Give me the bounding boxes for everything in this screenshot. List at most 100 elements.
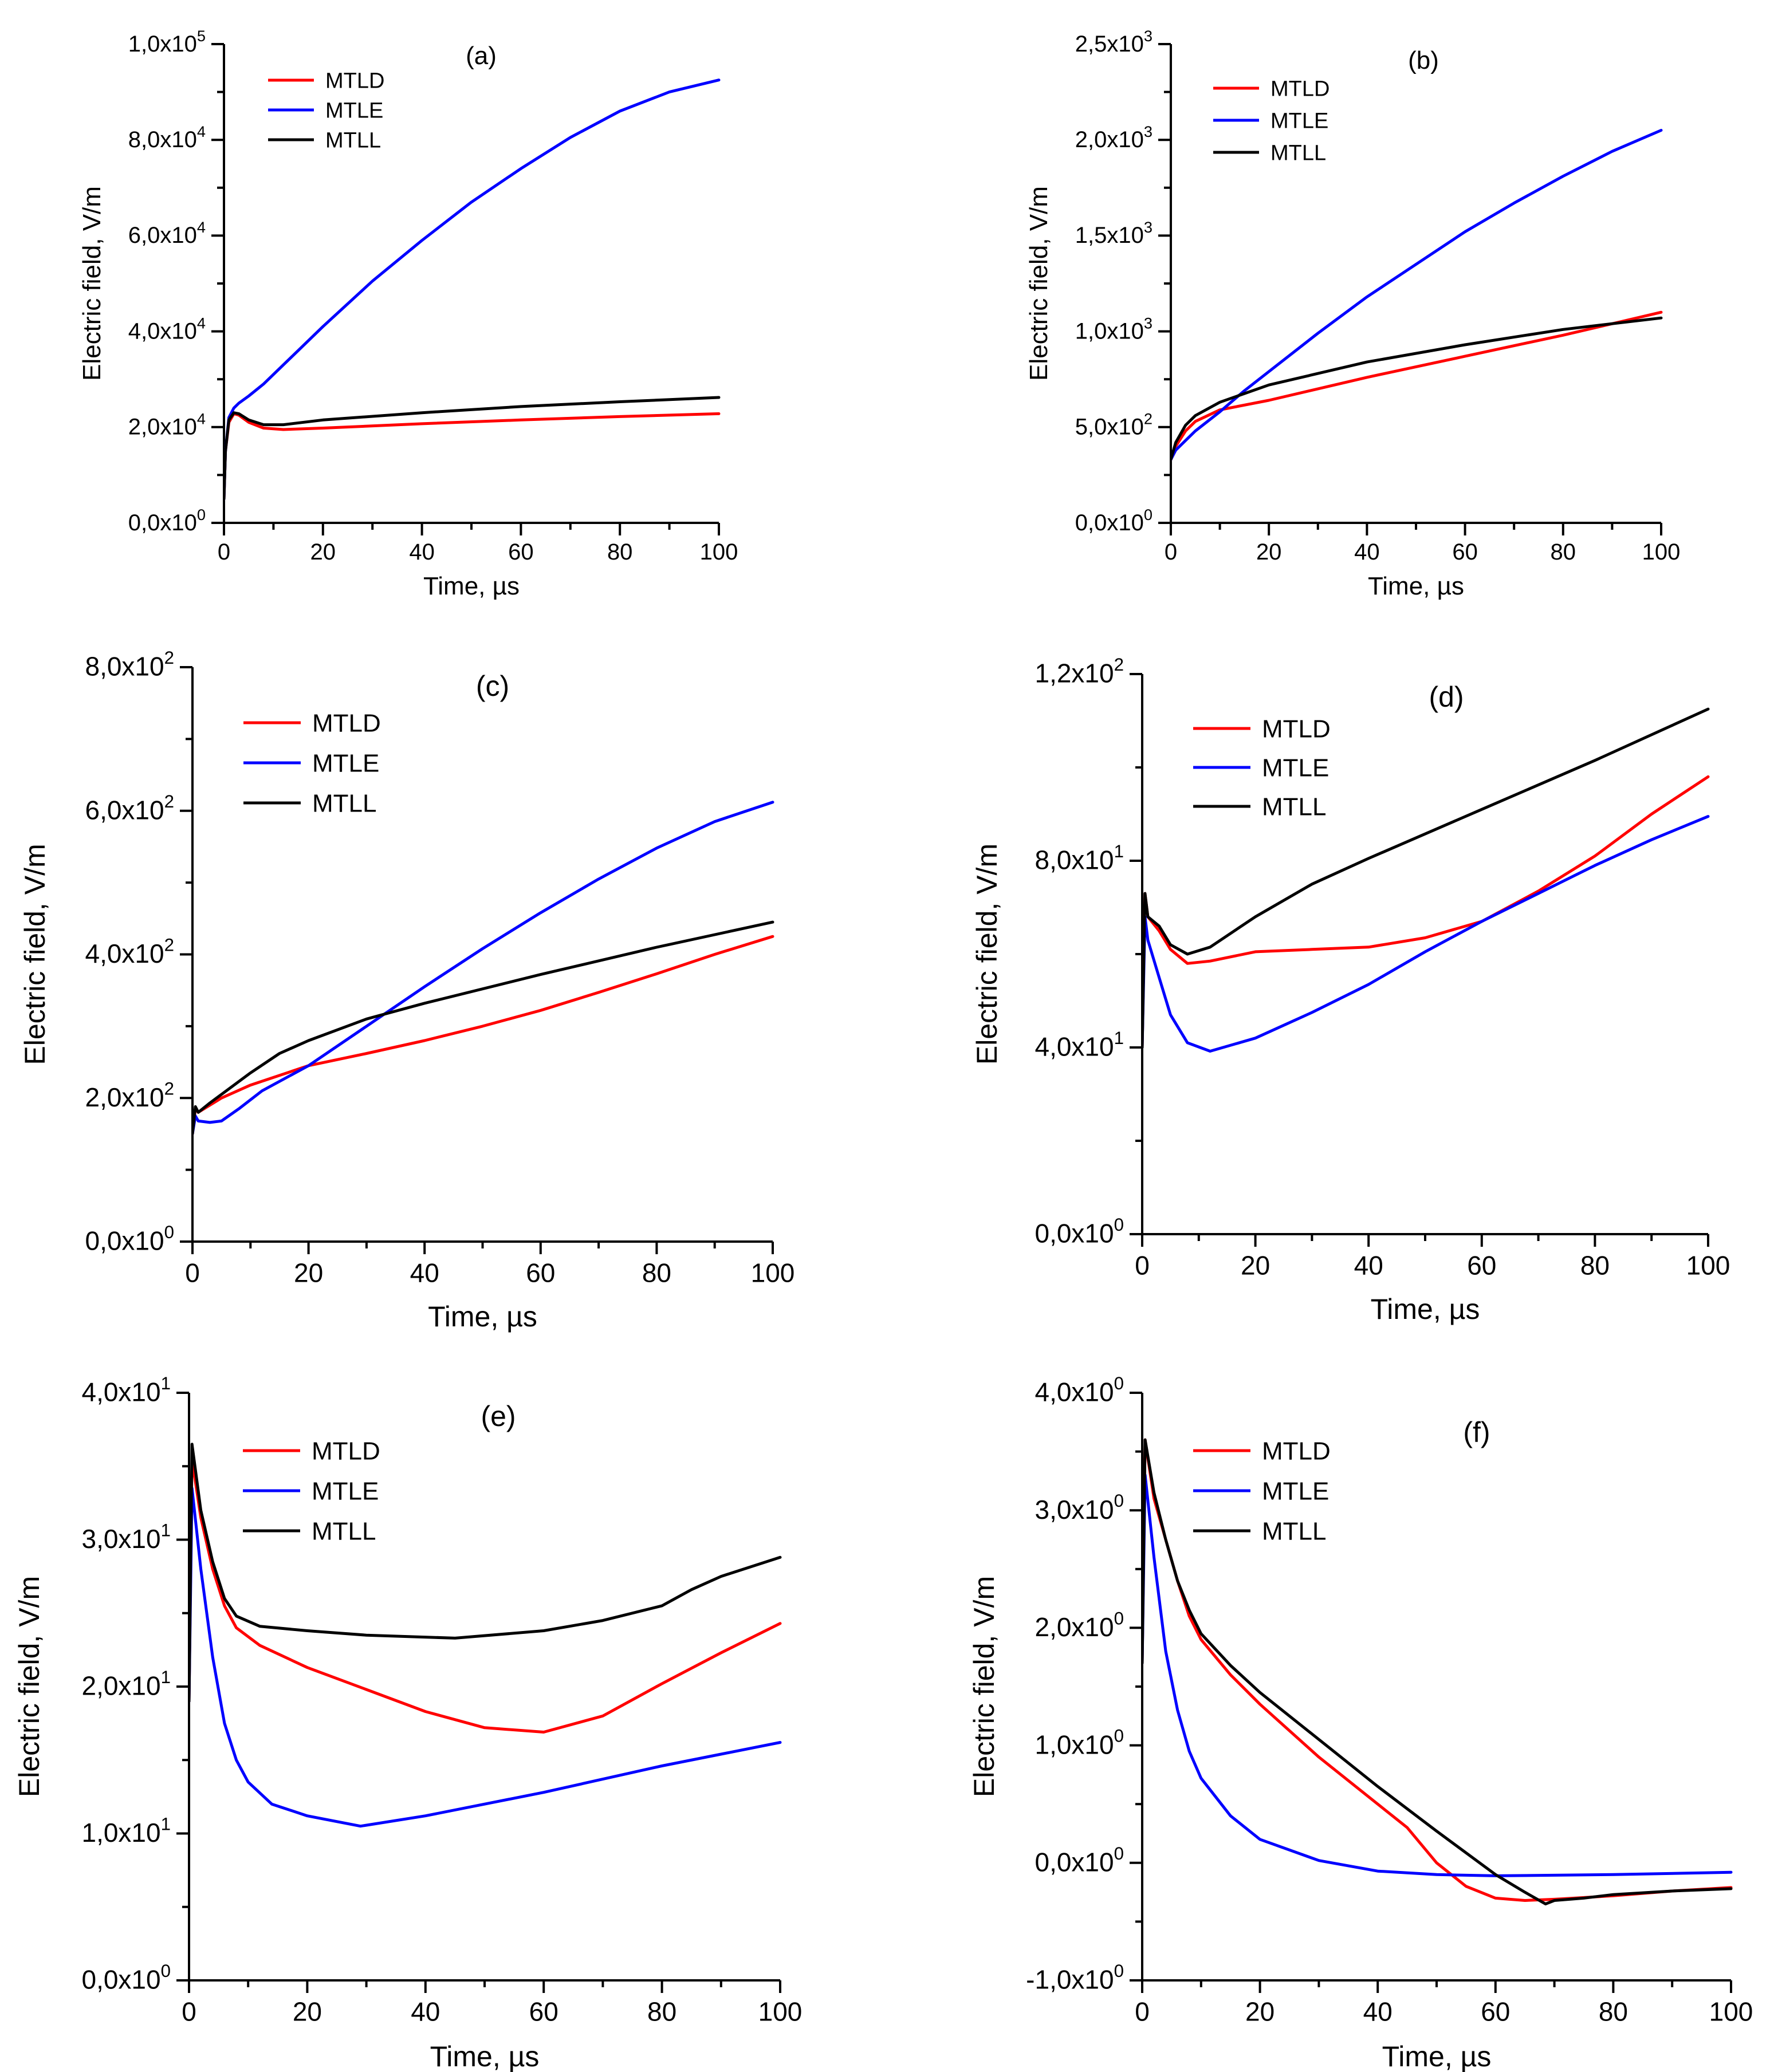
x-tick-label: 100 [751, 1258, 795, 1287]
x-tick-label: 20 [310, 539, 336, 565]
x-tick-label: 0 [1135, 1250, 1150, 1280]
x-tick-label: 20 [1245, 1996, 1275, 2026]
series-line-mtld [224, 412, 721, 501]
series-line-mtld [189, 1457, 782, 1734]
legend-label-mtle: MTLE [1270, 109, 1328, 133]
y-tick-label: 0,0x100 [1034, 1215, 1124, 1248]
panel-label: (f) [1463, 1416, 1490, 1448]
x-tick-label: 40 [410, 1258, 439, 1287]
y-axis-title: Electric field, V/m [968, 1576, 1000, 1797]
y-tick-label: 0,0x100 [81, 1961, 171, 1995]
y-tick-label: 8,0x102 [85, 648, 174, 682]
y-tick-label: 6,0x102 [85, 791, 174, 825]
y-tick-label: 1,0x100 [1034, 1726, 1124, 1760]
x-tick-label: 100 [700, 539, 738, 565]
series-line-mtll [1142, 707, 1710, 1049]
y-tick-label: 8,0x104 [128, 123, 206, 152]
chart-panel-1: 0 20 40 60 80 100 0,0x100 2,0x104 4,0x104 6,0x104… [78, 27, 738, 600]
y-tick-label: 0,0x100 [128, 506, 206, 535]
panel-label: (d) [1429, 681, 1464, 713]
y-tick-label: 4,0x100 [1034, 1373, 1124, 1407]
x-tick-label: 20 [1256, 539, 1282, 565]
x-tick-label: 20 [294, 1258, 323, 1287]
series-line-mtll [1142, 1438, 1733, 1906]
x-tick-label: 80 [647, 1996, 676, 2026]
y-tick-label: 0,0x100 [1034, 1843, 1124, 1877]
x-tick-label: 60 [526, 1258, 555, 1287]
series-line-mtll [224, 396, 721, 501]
x-tick-label: 20 [1241, 1250, 1270, 1280]
y-tick-label: 1,0x103 [1075, 314, 1152, 344]
series-line-mtld [192, 935, 774, 1136]
legend-label-mtll: MTLL [1262, 1517, 1326, 1545]
series-line-mtle [192, 801, 774, 1136]
y-tick-label: 8,0x101 [1034, 841, 1124, 875]
x-axis-title: Time, µs [430, 2041, 540, 2072]
x-tick-label: 80 [1599, 1996, 1628, 2026]
y-tick-label: 1,0x105 [128, 27, 206, 57]
x-tick-label: 60 [1467, 1250, 1496, 1280]
legend-label-mtll: MTLL [312, 1517, 376, 1545]
chart-panel-2: 0 20 40 60 80 100 0,0x100 5,0x102 1,0x103 1,5x103… [1025, 27, 1680, 600]
legend-label-mtll: MTLL [312, 789, 376, 817]
y-tick-label: 6,0x104 [128, 218, 206, 248]
y-tick-label: 4,0x101 [81, 1373, 171, 1407]
x-tick-label: 0 [218, 539, 230, 565]
x-tick-label: 100 [1709, 1996, 1753, 2026]
x-axis-title: Time, µs [428, 1301, 537, 1333]
legend-label-mtle: MTLE [1262, 1477, 1329, 1505]
series-line-mtll [1171, 316, 1663, 462]
x-tick-label: 80 [642, 1258, 671, 1287]
series-line-mtle [1142, 815, 1710, 1053]
y-axis-title: Electric field, V/m [13, 1576, 45, 1797]
series-line-mtld [1142, 775, 1710, 1049]
panel-label: (c) [476, 670, 509, 702]
series-line-mtll [192, 920, 774, 1136]
x-tick-label: 0 [185, 1258, 200, 1287]
x-tick-label: 80 [1551, 539, 1576, 565]
legend-label-mtll: MTLL [1262, 793, 1326, 821]
series-line-mtld [1171, 310, 1663, 462]
x-axis-title: Time, µs [1382, 2041, 1492, 2072]
legend-label-mtle: MTLE [1262, 754, 1329, 782]
y-tick-label: 2,5x103 [1075, 27, 1152, 57]
legend-label-mtle: MTLE [325, 99, 383, 123]
x-tick-label: 60 [529, 1996, 558, 2026]
series-line-mtle [189, 1487, 782, 1828]
legend-label-mtld: MTLD [312, 1437, 380, 1465]
x-tick-label: 0 [182, 1996, 196, 2026]
x-tick-label: 0 [1165, 539, 1177, 565]
panel-label: (a) [466, 42, 497, 70]
x-axis-title: Time, µs [423, 572, 520, 600]
y-tick-label: 2,0x101 [81, 1667, 171, 1701]
y-tick-label: 3,0x101 [81, 1520, 171, 1554]
y-tick-label: 1,2x102 [1034, 655, 1124, 688]
legend-label-mtle: MTLE [312, 1477, 379, 1505]
series-line-mtll [189, 1443, 782, 1703]
legend-label-mtll: MTLL [1270, 141, 1326, 165]
x-tick-label: 40 [1354, 1250, 1383, 1280]
y-tick-label: 2,0x102 [85, 1078, 174, 1112]
panel-label: (e) [481, 1400, 516, 1432]
x-tick-label: 80 [1580, 1250, 1610, 1280]
y-tick-label: 4,0x104 [128, 314, 206, 344]
y-tick-label: 2,0x103 [1075, 123, 1152, 152]
y-tick-label: 4,0x102 [85, 935, 174, 969]
x-tick-label: 20 [293, 1996, 322, 2026]
y-tick-label: 4,0x101 [1034, 1028, 1124, 1062]
x-tick-label: 40 [1354, 539, 1380, 565]
y-axis-title: Electric field, V/m [19, 844, 51, 1065]
x-tick-label: 40 [409, 539, 435, 565]
y-tick-label: 2,0x104 [128, 410, 206, 440]
legend-label-mtld: MTLD [1262, 1437, 1331, 1465]
series-line-mtle [224, 78, 721, 501]
panel-label: (b) [1408, 46, 1439, 74]
chart-panel-4: 0 20 40 60 80 100 0,0x100 4,0x101 8,0x101 1,2x102… [971, 655, 1730, 1325]
y-tick-label: 1,0x101 [81, 1814, 171, 1848]
y-tick-label: 1,5x103 [1075, 218, 1152, 248]
series-line-mtle [1171, 129, 1663, 462]
x-tick-label: 60 [1452, 539, 1478, 565]
x-tick-label: 40 [1363, 1996, 1393, 2026]
x-tick-label: 60 [1481, 1996, 1510, 2026]
